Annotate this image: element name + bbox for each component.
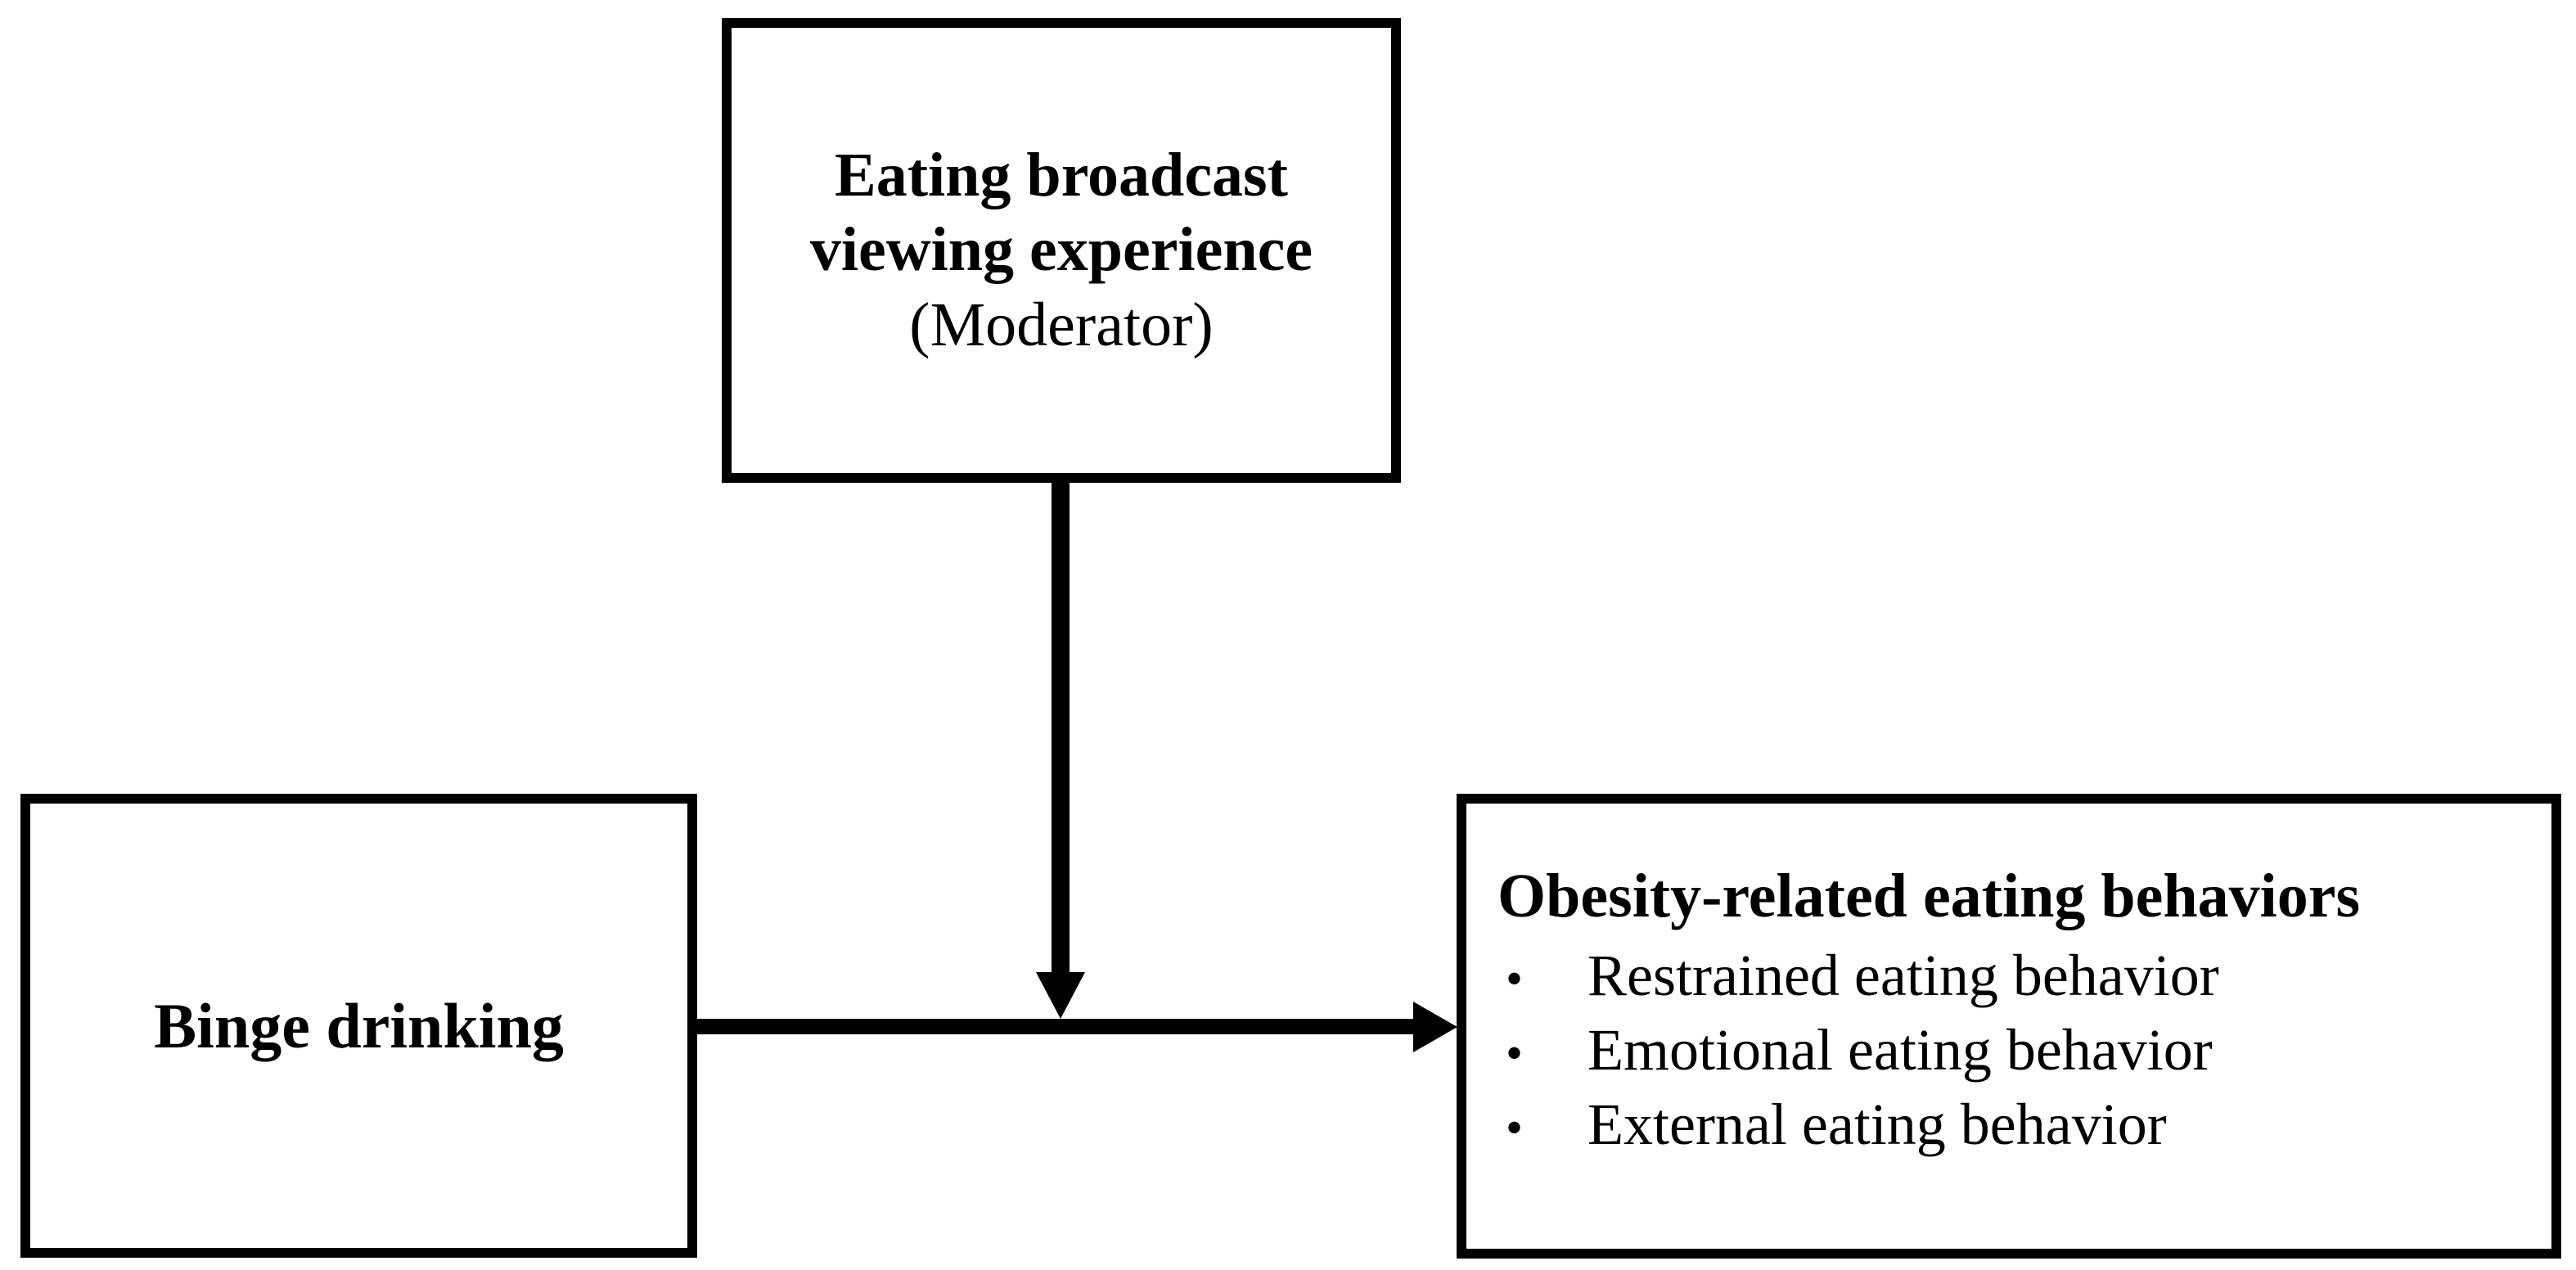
moderation-arrow-down-head-icon xyxy=(1036,972,1085,1019)
bullet-icon: • xyxy=(1506,952,1524,1007)
moderation-arrow-line xyxy=(1052,483,1070,978)
outcome-bullet-label: Emotional eating behavior xyxy=(1587,1016,2213,1083)
list-item: • External eating behavior xyxy=(1497,1088,2535,1162)
predictor-box-label: Binge drinking xyxy=(154,989,564,1061)
outcome-bullet-label: Restrained eating behavior xyxy=(1587,943,2219,1009)
bullet-icon: • xyxy=(1506,1100,1524,1155)
outcome-bullet-label: External eating behavior xyxy=(1587,1091,2167,1157)
outcome-bullet-list: • Restrained eating behavior • Emotional… xyxy=(1497,939,2535,1161)
moderator-box-title: Eating broadcast viewing experience xyxy=(809,141,1313,285)
moderator-box-subtitle: (Moderator) xyxy=(909,290,1214,359)
bullet-icon: • xyxy=(1506,1025,1524,1080)
effect-arrow-line xyxy=(697,1019,1416,1034)
moderator-box: Eating broadcast viewing experience (Mod… xyxy=(722,18,1401,483)
list-item: • Emotional eating behavior xyxy=(1497,1013,2535,1088)
list-item: • Restrained eating behavior xyxy=(1497,939,2535,1013)
effect-arrow-right-head-icon xyxy=(1413,1002,1457,1052)
outcome-box-title: Obesity-related eating behaviors xyxy=(1497,862,2361,930)
predictor-box: Binge drinking xyxy=(20,794,697,1258)
outcome-box: Obesity-related eating behaviors • Restr… xyxy=(1457,794,2561,1259)
